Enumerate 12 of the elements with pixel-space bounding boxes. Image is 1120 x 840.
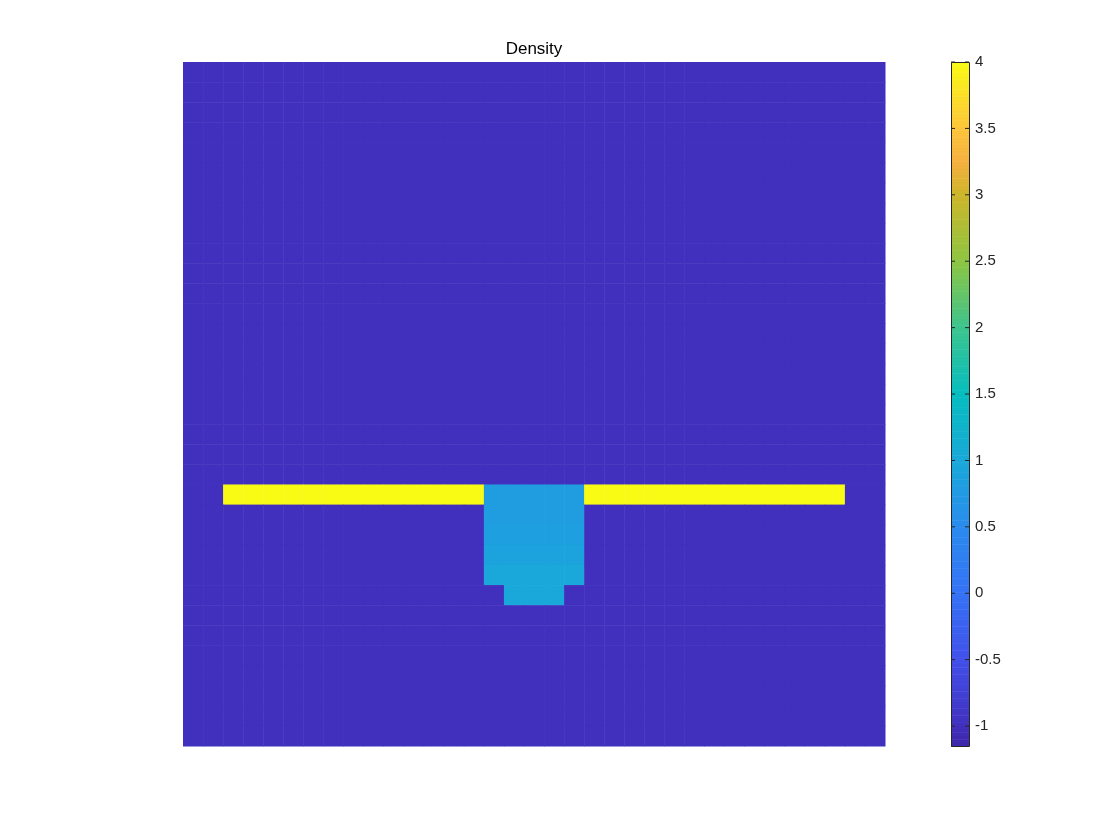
color-bar-label: 3 [975,184,984,202]
color-bar-label: -0.5 [975,649,1001,667]
color-bar-label: 0.5 [975,516,996,534]
color-bar-label: 2.5 [975,251,996,269]
color-bar-label: 3.5 [975,118,996,136]
color-bar-label: -1 [975,716,989,734]
color-bar-label: 4 [975,52,984,70]
color-bar-label: 1.5 [975,384,996,402]
color-bar-label: 0 [975,583,984,601]
chart-title: Density [505,39,563,59]
color-bar-label: 1 [975,450,984,468]
color-bar-label: 2 [975,317,984,335]
